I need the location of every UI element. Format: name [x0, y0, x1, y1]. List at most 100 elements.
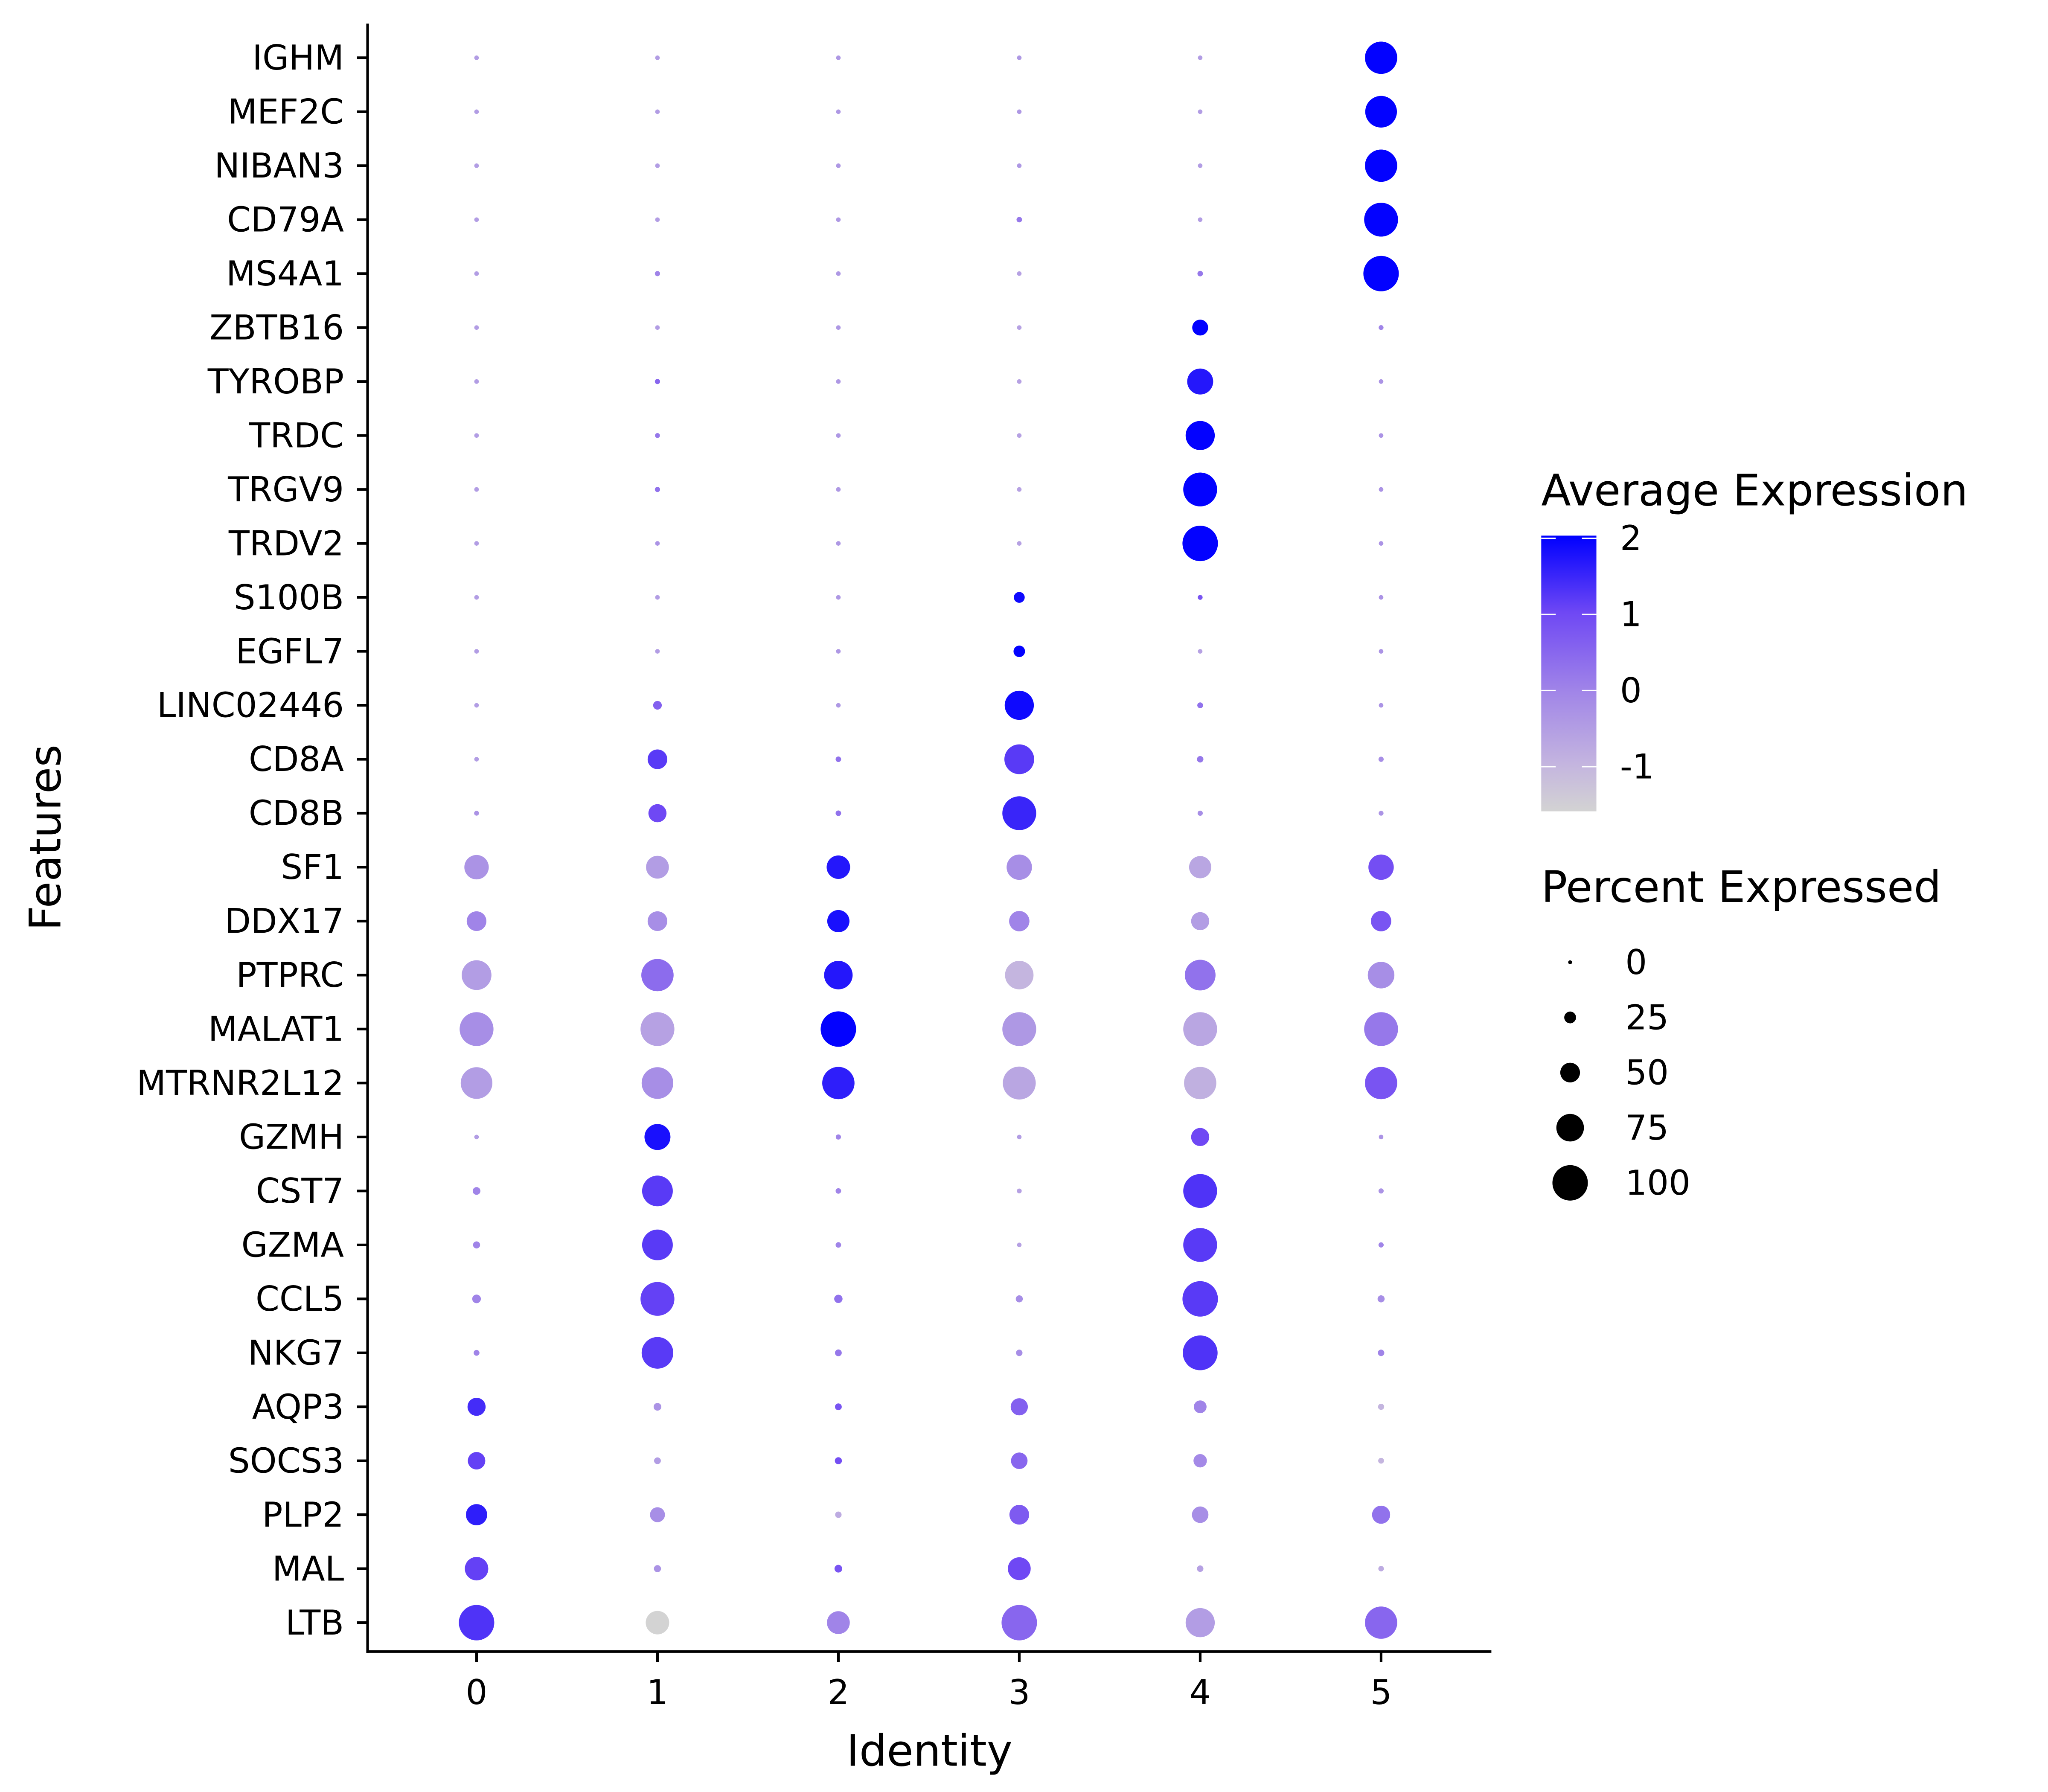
dot	[1017, 541, 1022, 546]
dot	[474, 325, 479, 330]
size-legend-title: Percent Expressed	[1541, 862, 1941, 912]
y-tick-label: LTB	[285, 1603, 344, 1643]
size-legend-dot	[1560, 1062, 1580, 1082]
y-tick-label: MAL	[272, 1549, 344, 1588]
dot	[459, 1605, 495, 1641]
dot	[1184, 960, 1216, 991]
dot	[822, 1067, 855, 1100]
y-tick-label: S100B	[234, 578, 344, 617]
dot	[474, 595, 479, 600]
y-axis-title: Features	[20, 745, 71, 931]
dot	[827, 910, 849, 932]
dot	[474, 487, 479, 492]
dot	[1182, 1281, 1218, 1317]
dot	[1365, 149, 1397, 182]
dot	[467, 1397, 486, 1416]
size-legend-dot	[1556, 1114, 1584, 1142]
dot	[835, 1403, 842, 1411]
dot	[474, 757, 479, 762]
dot	[646, 1611, 669, 1635]
dot	[1010, 1398, 1028, 1416]
y-tick-label: CD79A	[227, 200, 344, 239]
dot	[464, 855, 489, 880]
y-tick-label: CST7	[256, 1171, 344, 1211]
dot	[653, 701, 662, 710]
dot	[836, 649, 841, 654]
dot	[827, 1611, 850, 1634]
y-tick-label: MTRNR2L12	[137, 1063, 344, 1103]
dot	[466, 1504, 487, 1526]
dot	[1372, 1505, 1391, 1524]
x-tick-label: 4	[1189, 1673, 1211, 1712]
dot	[474, 55, 479, 60]
dot	[836, 325, 841, 330]
dot	[465, 1557, 489, 1581]
dot	[1017, 1242, 1022, 1248]
dot	[836, 433, 841, 438]
x-tick-label: 3	[1008, 1673, 1030, 1712]
x-tick-label: 5	[1370, 1673, 1392, 1712]
dot	[474, 1135, 479, 1140]
dot	[655, 217, 660, 222]
dot	[835, 1188, 841, 1194]
dot	[642, 1229, 673, 1260]
dot	[1015, 1295, 1023, 1303]
dot	[654, 1565, 661, 1572]
y-tick-label: TRDV2	[228, 524, 344, 563]
y-tick-label: AQP3	[252, 1387, 344, 1427]
dot	[1379, 541, 1384, 546]
dot	[834, 1565, 842, 1573]
dot	[653, 1403, 661, 1411]
dot	[1011, 1452, 1028, 1469]
dot	[1379, 325, 1384, 330]
dot	[641, 1337, 674, 1369]
dot	[468, 1452, 486, 1470]
dot	[1378, 1188, 1384, 1194]
y-tick-label: IGHM	[252, 38, 344, 78]
dot	[1009, 1505, 1029, 1525]
dot	[1365, 41, 1397, 74]
color-bar-label: -1	[1620, 747, 1654, 787]
dot	[835, 1457, 842, 1464]
dot	[835, 1349, 842, 1356]
dot	[642, 1175, 673, 1207]
x-tick-label: 2	[827, 1673, 849, 1712]
dot	[1008, 1557, 1031, 1580]
dot	[836, 217, 841, 222]
dot	[655, 55, 660, 60]
dot	[1379, 379, 1384, 384]
dot	[646, 855, 669, 879]
y-tick-label: MS4A1	[226, 254, 344, 294]
dot	[1017, 433, 1022, 438]
y-tick-label: TYROBP	[207, 362, 344, 401]
dot	[836, 487, 841, 492]
y-tick-label: SF1	[281, 847, 344, 887]
x-axis-title: Identity	[847, 1725, 1012, 1776]
dot	[641, 1067, 674, 1099]
dot	[655, 541, 660, 546]
dot	[1009, 911, 1030, 931]
dot	[655, 325, 660, 330]
size-legend-label: 0	[1625, 943, 1647, 982]
dot	[1197, 810, 1203, 816]
size-legend-dot	[1568, 960, 1572, 964]
dot	[1013, 646, 1025, 657]
dot	[1197, 271, 1203, 276]
y-tick-label: ZBTB16	[209, 308, 344, 347]
y-tick-label: GZMH	[239, 1117, 344, 1157]
y-tick-label: MALAT1	[208, 1009, 344, 1049]
dot	[474, 217, 479, 222]
dot	[1378, 1242, 1384, 1248]
y-tick-label: SOCS3	[228, 1441, 344, 1481]
dot	[836, 379, 841, 384]
dot	[1378, 756, 1384, 762]
dot	[1017, 271, 1022, 276]
dot	[836, 109, 841, 114]
y-tick-label: DDX17	[224, 902, 344, 941]
dot	[1367, 962, 1395, 989]
color-bar-label: 1	[1620, 595, 1642, 634]
dot	[1017, 109, 1022, 114]
dot	[836, 541, 841, 546]
y-tick-label: GZMA	[241, 1225, 344, 1265]
dot	[1189, 856, 1211, 879]
